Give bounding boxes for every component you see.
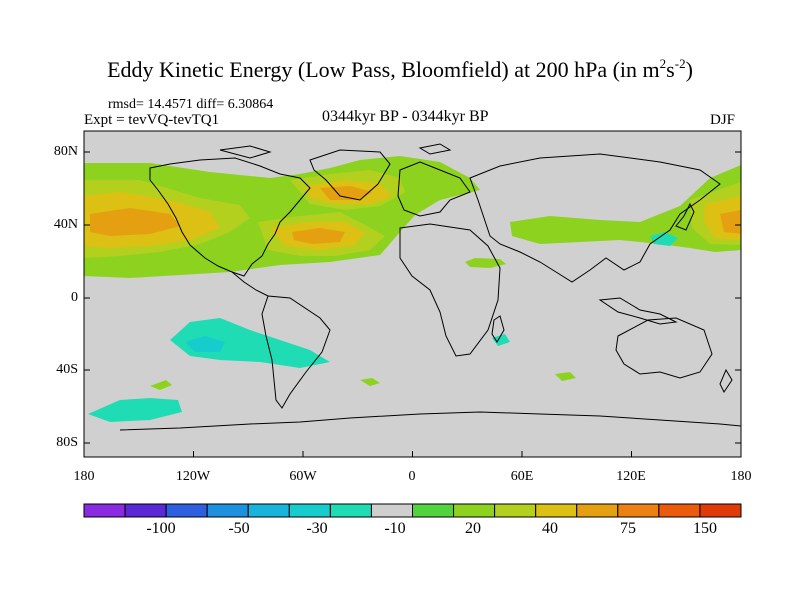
colorbar <box>83 503 742 518</box>
title-main: Eddy Kinetic Energy (Low Pass, Bloomfiel… <box>107 57 660 82</box>
lon-label-120w: 120W <box>175 469 211 484</box>
lat-label-0: 0 <box>71 290 78 305</box>
coast-antarctica <box>119 411 742 431</box>
plot-title: Eddy Kinetic Energy (Low Pass, Bloomfiel… <box>0 56 800 83</box>
colorbar-box <box>494 503 537 518</box>
orange-far-east <box>720 210 741 234</box>
coast-arctic-islands <box>219 143 452 159</box>
colorbar-box <box>83 503 126 518</box>
lat-label-80n: 80N <box>53 144 78 159</box>
colorbar-box <box>535 503 578 518</box>
colorbar-box <box>576 503 619 518</box>
colorbar-box <box>124 503 167 518</box>
axis-ticks <box>83 151 742 457</box>
lat-label-80s: 80S <box>56 435 78 450</box>
colorbar-box <box>658 503 701 518</box>
coast-japan <box>675 202 695 231</box>
colorbar-label: -10 <box>384 520 406 537</box>
colorbar-box <box>206 503 249 518</box>
colorbar-box <box>329 503 372 518</box>
colorbar-box <box>370 503 414 518</box>
coast-north-america <box>149 157 311 277</box>
coast-africa <box>399 223 501 357</box>
coast-southeast-asia <box>598 297 678 325</box>
cyan-south-pacific <box>170 318 330 368</box>
lon-label-120e: 120E <box>616 469 646 484</box>
green-band-east <box>510 165 741 252</box>
colorbar-box <box>453 503 496 518</box>
colorbar-box <box>699 503 742 518</box>
coastlines <box>119 143 742 431</box>
lat-label-40n: 40N <box>53 217 78 232</box>
lat-label-40s: 40S <box>56 362 78 377</box>
lon-label-180e: 180 <box>730 469 752 484</box>
lon-label-60w: 60W <box>289 469 317 484</box>
colorbar-label: -50 <box>228 520 250 537</box>
colorbar-label: 20 <box>465 520 481 537</box>
colorbar-label: -100 <box>146 520 176 537</box>
cyan-madagascar <box>492 334 510 346</box>
colorbar-label: 75 <box>620 520 636 537</box>
colorbar-label: 150 <box>693 520 717 537</box>
colorbar-box <box>165 503 208 518</box>
coast-central-america <box>231 271 269 297</box>
green-southern-patch <box>360 378 380 386</box>
cyan-japan <box>650 232 678 246</box>
coast-europe <box>397 161 471 217</box>
cyan-antarctic <box>88 398 182 422</box>
season-label: DJF <box>710 112 736 128</box>
coast-south-america <box>261 295 331 409</box>
colorbar-box <box>288 503 331 518</box>
colorbar-box <box>247 503 290 518</box>
orange-atlantic <box>292 228 345 244</box>
orange-north-atlantic <box>320 186 372 200</box>
cyan-core <box>185 336 225 352</box>
colorbar-box <box>412 503 455 518</box>
green-southwest-patch <box>150 380 172 390</box>
orange-pacific <box>90 208 180 236</box>
period-label: 0344kyr BP - 0344kyr BP <box>322 108 489 125</box>
lon-label-60e: 60E <box>510 469 534 484</box>
coast-greenland <box>309 149 391 201</box>
title-sup-2: -2 <box>674 56 686 71</box>
lon-label-180w: 180 <box>73 469 95 484</box>
positive-anomaly-fields <box>84 156 741 390</box>
green-southern-patch-2 <box>555 372 576 381</box>
title-close: ) <box>685 57 693 82</box>
negative-anomaly-fields <box>88 232 678 422</box>
title-sup-1: 2 <box>659 56 667 71</box>
coast-asia <box>469 153 721 283</box>
lon-label-0: 0 <box>408 469 416 484</box>
coast-australia <box>615 317 713 379</box>
colorbar-box <box>617 503 660 518</box>
coast-madagascar <box>491 315 505 343</box>
stats-line: rmsd= 14.4571 diff= 6.30864 <box>108 97 274 112</box>
experiment-label: Expt = tevVQ-tevTQ1 <box>84 112 220 128</box>
coast-new-zealand <box>719 368 733 393</box>
title-mid: s <box>666 57 675 82</box>
colorbar-label: 40 <box>542 520 558 537</box>
colorbar-label: -30 <box>306 520 328 537</box>
